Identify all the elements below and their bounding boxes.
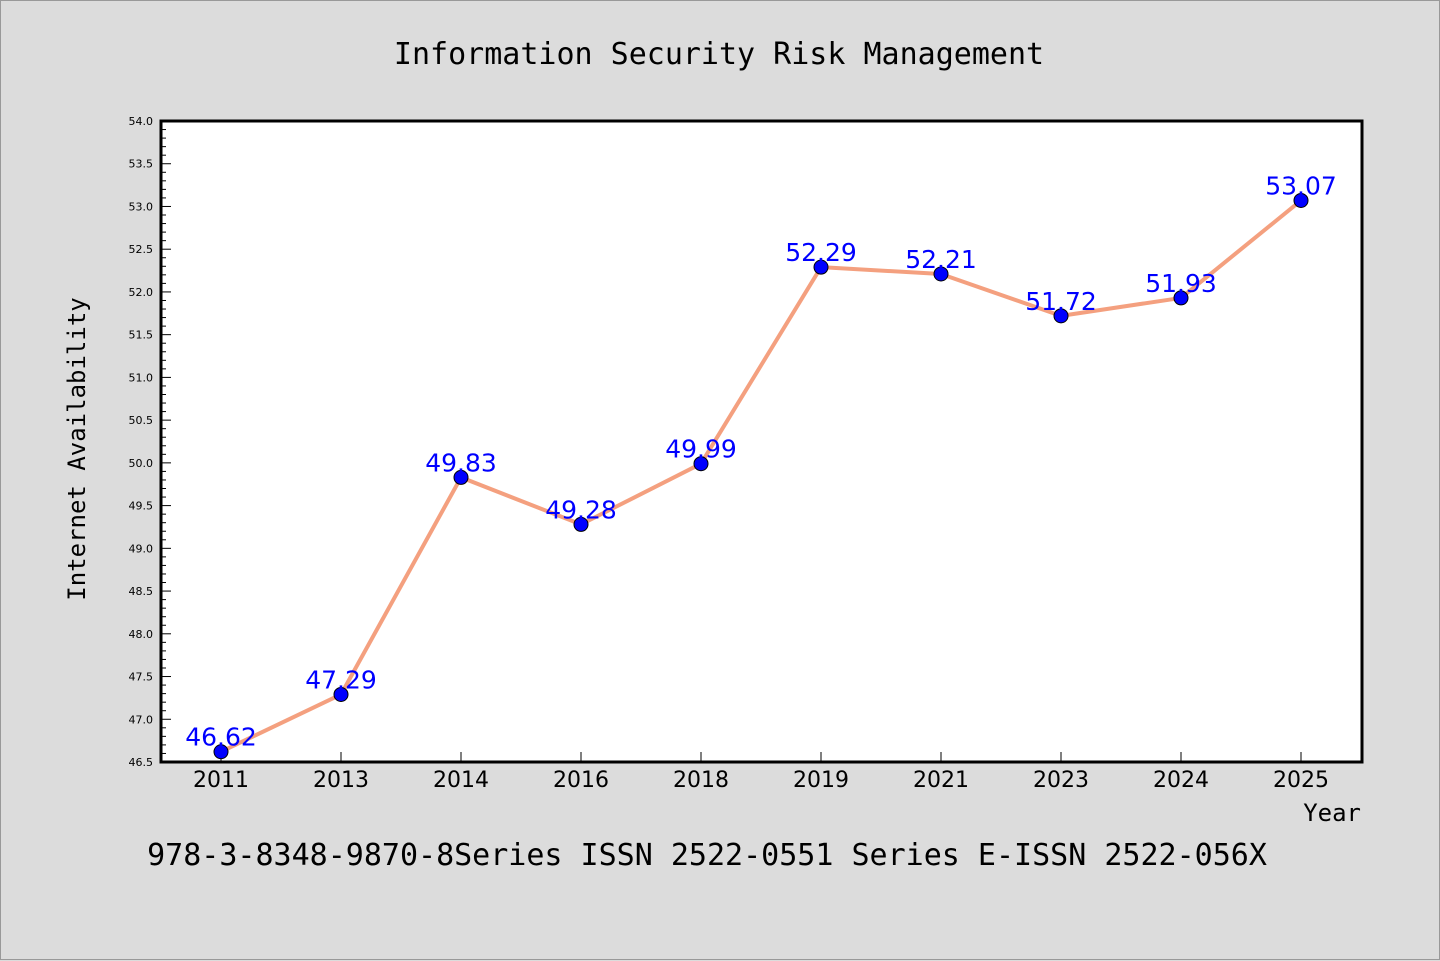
x-axis-ticks: 2011 2013 2014 2016 2018 2019 2021 2023 2024 2025 [193, 752, 1329, 793]
series-line-group [219, 198, 1303, 754]
data-point [693, 456, 709, 472]
y-tick-label: 48.0 [129, 628, 154, 641]
data-label: 51.72 [1025, 287, 1097, 316]
y-tick-label: 46.5 [129, 756, 154, 769]
data-label: 52.29 [785, 238, 857, 267]
data-point [213, 744, 229, 760]
x-tick-label: 2023 [1033, 768, 1089, 793]
series-line [219, 198, 1303, 754]
x-tick-label: 2011 [193, 768, 249, 793]
series-points-group [213, 192, 1309, 760]
y-tick-label: 51.0 [129, 371, 154, 384]
chart-title: Information Security Risk Management [394, 37, 1044, 72]
y-tick-label: 47.0 [129, 713, 154, 726]
y-tick-label: 54.0 [129, 115, 154, 128]
data-point [813, 259, 829, 275]
data-label: 49.83 [425, 448, 497, 477]
footer-text: 978-3-8348-9870-8Series ISSN 2522-0551 S… [147, 838, 1267, 873]
y-tick-label: 49.0 [129, 542, 154, 555]
y-tick-label: 51.5 [129, 329, 154, 342]
data-label: 49.99 [665, 435, 737, 464]
y-tick-label: 52.5 [129, 243, 154, 256]
data-point [573, 516, 589, 532]
x-tick-label: 2014 [433, 768, 489, 793]
x-tick-label: 2016 [553, 768, 609, 793]
data-label: 52.21 [905, 245, 977, 274]
y-tick-label: 50.0 [129, 457, 154, 470]
data-point [333, 686, 349, 702]
data-label: 46.62 [185, 723, 257, 752]
data-label: 47.29 [305, 665, 377, 694]
x-tick-label: 2013 [313, 768, 369, 793]
y-axis-title: Internet Availability [63, 297, 91, 600]
y-tick-label: 49.5 [129, 500, 154, 513]
y-tick-label: 48.5 [129, 585, 154, 598]
data-labels-group: 46.62 47.29 49.83 49.28 49.99 52.29 52.21 51.72… [185, 171, 1337, 751]
x-axis-title: Year [1303, 799, 1361, 827]
y-tick-label: 53.0 [129, 200, 154, 213]
data-point [1173, 290, 1189, 306]
y-tick-label: 47.5 [129, 671, 154, 684]
x-tick-label: 2024 [1153, 768, 1209, 793]
data-point [1053, 308, 1069, 324]
x-tick-label: 2021 [913, 768, 969, 793]
x-tick-label: 2025 [1273, 768, 1329, 793]
data-point [453, 469, 469, 485]
data-point [933, 266, 949, 282]
y-axis-ticks: 46.5 47.0 47.5 48.0 48.5 49.0 49.5 50.0 50.5 51.0… [129, 115, 171, 769]
y-tick-label: 50.5 [129, 414, 154, 427]
data-point [1293, 192, 1309, 208]
y-tick-label: 53.5 [129, 158, 154, 171]
x-tick-label: 2018 [673, 768, 729, 793]
data-label: 51.93 [1145, 269, 1217, 298]
data-label: 53.07 [1265, 171, 1337, 200]
data-label: 49.28 [545, 495, 617, 524]
x-tick-label: 2019 [793, 768, 849, 793]
y-tick-label: 52.0 [129, 286, 154, 299]
